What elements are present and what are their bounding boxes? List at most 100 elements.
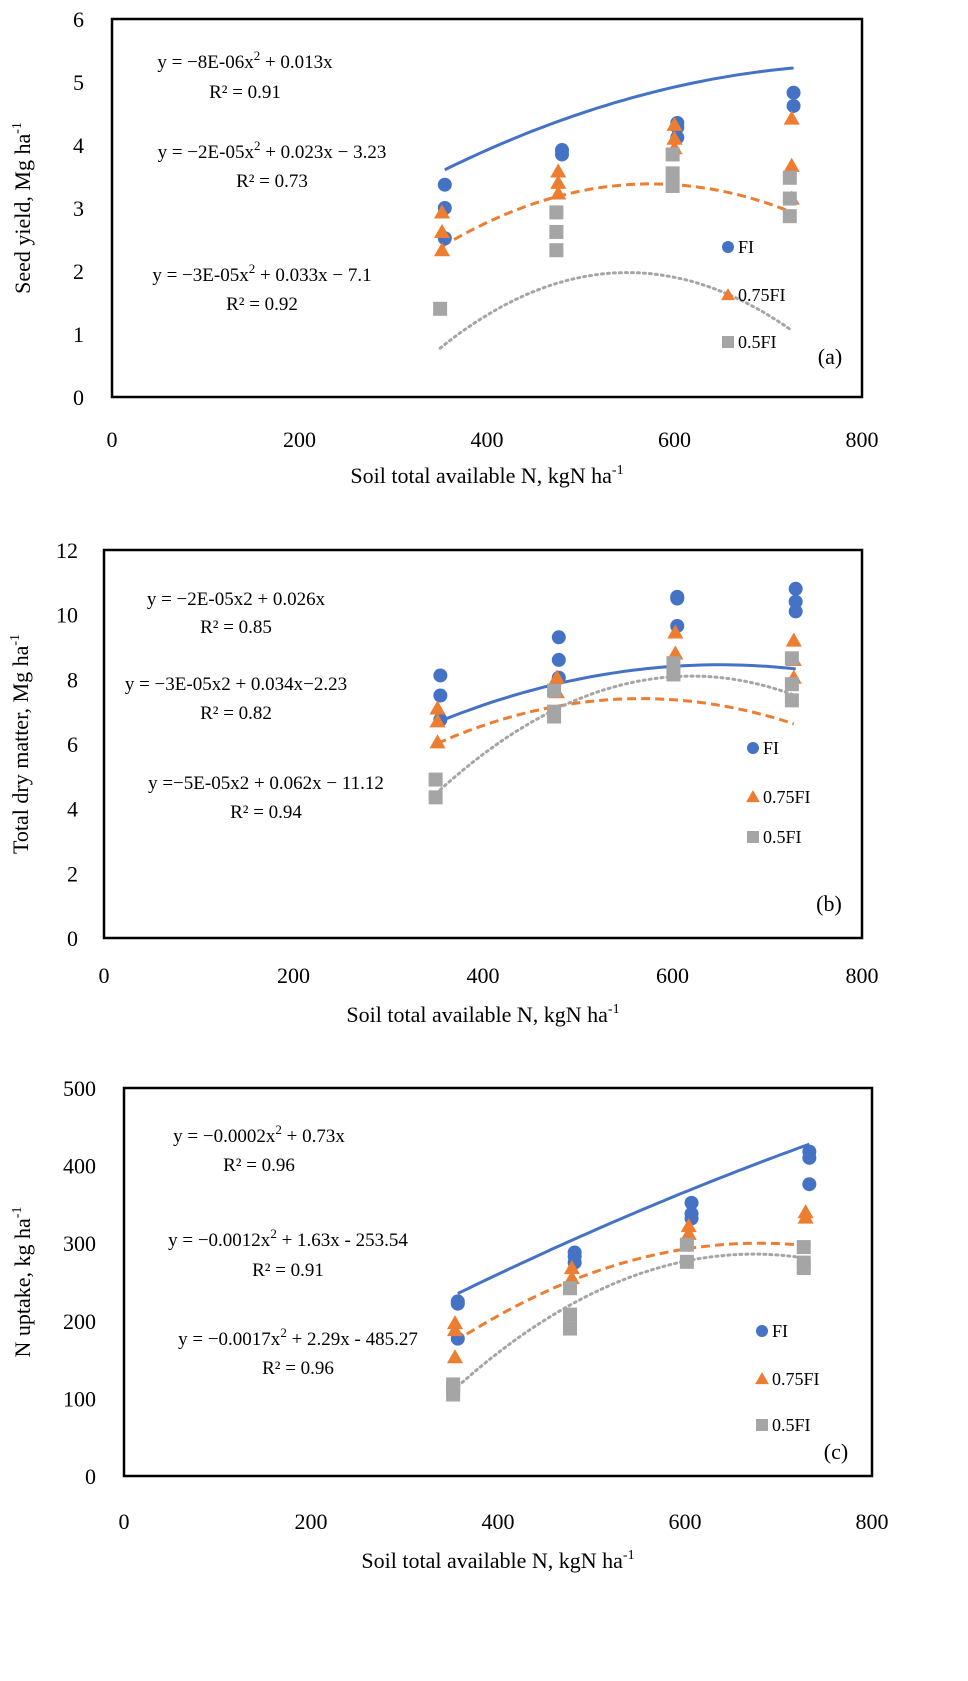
y-tick-label: 3	[73, 196, 84, 221]
data-point-FI	[788, 604, 803, 619]
panel-tag: (c)	[824, 1439, 848, 1464]
x-tick-label: 800	[856, 1509, 889, 1534]
y-tick-label: 500	[63, 1076, 96, 1101]
equation-text: y = −0.0017x	[178, 1329, 281, 1350]
legend-label: 0.75FI	[763, 787, 811, 807]
data-point-0.5FI	[784, 651, 799, 666]
data-point-0.5FI	[428, 790, 443, 805]
data-point-0.5FI	[784, 693, 799, 708]
trendline-0.75FI	[441, 182, 793, 248]
legend-marker-0.75FI	[755, 1372, 769, 1385]
equation-text: y = −3E-05x	[152, 265, 249, 286]
equation-text: y =−5E-05x2 + 0.062x − 11.12	[148, 773, 384, 794]
trendline-equation: y = −8E-06x2 + 0.013x	[157, 48, 333, 73]
data-point-FI	[786, 98, 801, 113]
equation-text: y = −0.0002x	[173, 1126, 276, 1147]
legend-marker-0.75FI	[746, 790, 760, 803]
data-point-0.5FI	[782, 191, 797, 206]
legend-marker-0.5FI	[747, 831, 759, 843]
x-tick-label: 400	[482, 1509, 515, 1534]
trendline-FI	[439, 663, 796, 723]
trendline-equation: y = −3E-05x2 + 0.034x−2.23	[125, 674, 347, 695]
data-point-0.5FI	[433, 301, 448, 316]
data-point-0.5FI	[665, 178, 680, 193]
r-squared-label: R² = 0.96	[262, 1358, 334, 1379]
data-point-0.5FI	[428, 772, 443, 787]
data-point-FI	[802, 1177, 817, 1192]
x-axis-label-sup: -1	[608, 1002, 620, 1017]
x-tick-label: 0	[107, 427, 118, 452]
legend-marker-FI	[722, 241, 734, 253]
y-tick-label: 200	[63, 1309, 96, 1334]
panel-tag: (b)	[816, 891, 842, 916]
plot-frame	[110, 17, 864, 399]
data-point-0.75FI	[783, 110, 800, 125]
y-tick-label: 100	[63, 1386, 96, 1411]
legend-label: 0.75FI	[772, 1369, 820, 1389]
data-point-0.5FI	[666, 667, 681, 682]
x-axis-label: Soil total available N, kgN ha-1	[350, 463, 623, 488]
legend-marker-FI	[747, 742, 759, 754]
equation-exponent: 2	[270, 1226, 277, 1241]
equation-exponent: 2	[254, 138, 261, 153]
data-point-FI	[551, 630, 566, 645]
equation-text: y = −3E-05x2 + 0.034x−2.23	[125, 674, 347, 695]
data-point-FI	[788, 594, 803, 609]
x-axis-label: Soil total available N, kgN ha-1	[346, 1002, 619, 1027]
y-axis-label: Seed yield, Mg ha-1	[10, 122, 35, 294]
legend-label: FI	[738, 237, 754, 257]
data-point-0.75FI	[429, 734, 446, 749]
data-point-0.5FI	[782, 209, 797, 224]
data-point-0.5FI	[796, 1261, 811, 1276]
data-point-FI	[670, 591, 685, 606]
data-point-FI	[450, 1296, 465, 1311]
trendline-0.75FI	[436, 697, 795, 745]
y-tick-label: 8	[67, 667, 78, 692]
data-point-0.75FI	[563, 1259, 580, 1275]
legend-label: 0.5FI	[738, 332, 777, 352]
y-tick-label: 0	[85, 1464, 96, 1489]
equation-exponent: 2	[275, 1122, 282, 1137]
x-tick-label: 200	[295, 1509, 328, 1534]
data-point-0.75FI	[548, 669, 565, 684]
data-point-0.75FI	[433, 204, 451, 219]
data-point-0.75FI	[666, 130, 683, 145]
x-tick-label: 600	[669, 1509, 702, 1534]
x-axis-label-sup: -1	[612, 463, 624, 478]
x-tick-label: 0	[119, 1509, 130, 1534]
r-squared-label: R² = 0.91	[252, 1260, 324, 1281]
legend-marker-0.5FI	[756, 1419, 768, 1431]
x-tick-label: 600	[656, 963, 689, 988]
legend-marker-FI	[756, 1325, 768, 1337]
plot-frame	[122, 1086, 874, 1478]
data-point-0.75FI	[563, 1270, 580, 1285]
x-axis-label-text: Soil total available N, kgN ha	[346, 1002, 608, 1027]
data-point-FI	[684, 1195, 699, 1210]
data-point-0.5FI	[549, 205, 564, 220]
data-point-0.5FI	[562, 1281, 577, 1296]
equation-tail: + 1.63x - 253.54	[277, 1230, 409, 1251]
x-axis-label-text: Soil total available N, kgN ha	[361, 1548, 623, 1573]
data-point-0.5FI	[665, 166, 680, 181]
x-tick-label: 200	[277, 963, 310, 988]
legend-label: 0.5FI	[772, 1415, 811, 1435]
trendline-equation: y = −3E-05x2 + 0.033x − 7.1	[152, 261, 371, 286]
y-axis-label-sup: -1	[10, 1207, 25, 1219]
equation-text: y = −2E-05x	[158, 142, 255, 163]
trendline-0.5FI	[434, 674, 794, 796]
x-tick-label: 0	[99, 963, 110, 988]
y-tick-label: 1	[73, 322, 84, 347]
y-axis-label-text: N uptake, kg ha	[10, 1218, 35, 1358]
data-point-FI	[433, 688, 448, 703]
data-point-FI	[802, 1150, 817, 1165]
equation-text: y = −2E-05x2 + 0.026x	[147, 589, 326, 610]
y-axis-label: Total dry matter, Mg ha-1	[8, 634, 33, 854]
data-point-0.5FI	[784, 677, 799, 692]
data-point-0.75FI	[666, 116, 683, 131]
y-tick-label: 300	[63, 1231, 96, 1256]
chart-panel-3: 0 200 400 600 800 0 100 200 300 400 500 Soil total …	[10, 1076, 889, 1573]
chart-panel-1: 0 200 400 600 800 0 1 2 3 4 5 6 Soil total available…	[10, 7, 879, 488]
y-tick-label: 12	[56, 538, 78, 563]
y-tick-label: 400	[63, 1154, 96, 1179]
equation-tail: + 0.033x − 7.1	[255, 265, 371, 286]
